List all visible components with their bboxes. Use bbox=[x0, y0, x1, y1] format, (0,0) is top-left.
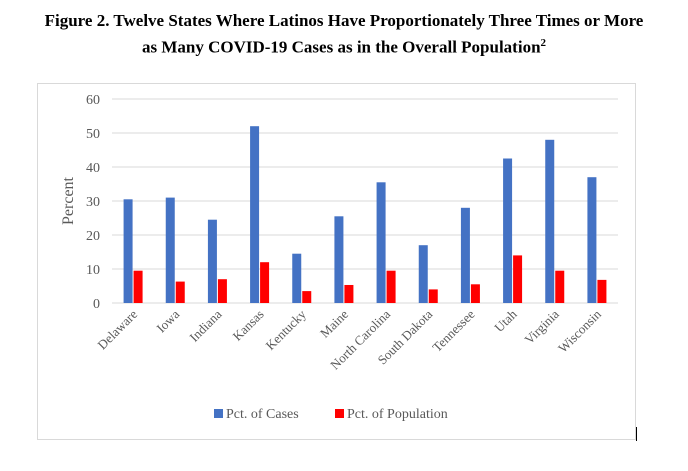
y-tick-label: 60 bbox=[86, 93, 100, 108]
chart-frame bbox=[37, 83, 636, 440]
bar-cases bbox=[123, 199, 133, 303]
x-tick-label: Kansas bbox=[230, 307, 267, 344]
bar-population bbox=[344, 284, 354, 303]
bar-cases bbox=[207, 219, 217, 303]
bar-cases bbox=[503, 158, 513, 303]
bar-cases bbox=[587, 177, 597, 303]
x-tick-label: Tennessee bbox=[429, 306, 477, 354]
edge-mark bbox=[636, 427, 637, 441]
x-tick-label: Maine bbox=[317, 306, 351, 340]
bar-cases bbox=[376, 182, 386, 303]
bar-population bbox=[470, 284, 480, 303]
bar-population bbox=[597, 279, 607, 303]
y-tick-label: 10 bbox=[86, 263, 100, 278]
figure-title-line-1: Figure 2. Twelve States Where Latinos Ha… bbox=[44, 11, 644, 30]
y-axis-title: Percent bbox=[60, 176, 77, 225]
figure-title-line-2: as Many COVID-19 Cases as in the Overall… bbox=[0, 32, 688, 59]
footnote-marker: 2 bbox=[540, 37, 547, 49]
bar-population bbox=[555, 270, 565, 303]
bar-cases bbox=[545, 139, 555, 303]
bar-population bbox=[302, 291, 312, 303]
legend-swatch bbox=[214, 409, 223, 418]
x-tick-label: Virginia bbox=[521, 306, 562, 347]
bar-cases bbox=[460, 207, 470, 303]
bar-cases bbox=[334, 216, 344, 303]
x-tick-label: Delaware bbox=[94, 306, 140, 352]
x-tick-label: Utah bbox=[491, 306, 520, 335]
bar-population bbox=[260, 262, 270, 303]
x-tick-label: Indiana bbox=[186, 306, 224, 344]
figure-title-line-2-text: as Many COVID-19 Cases as in the Overall… bbox=[141, 37, 541, 57]
y-tick-label: 40 bbox=[86, 161, 100, 176]
y-tick-labels: 0 10 20 30 40 50 60 bbox=[86, 93, 100, 312]
bar-population bbox=[217, 279, 227, 303]
y-tick-label: 0 bbox=[93, 297, 100, 312]
legend: Pct. of Cases Pct. of Population bbox=[214, 407, 448, 422]
y-tick-label: 20 bbox=[86, 229, 100, 244]
legend-label: Pct. of Population bbox=[347, 407, 448, 422]
bar-cases bbox=[165, 197, 175, 303]
x-tick-label: Kentucky bbox=[263, 306, 310, 353]
figure-title: Figure 2. Twelve States Where Latinos Ha… bbox=[0, 10, 688, 59]
x-tick-label: Iowa bbox=[153, 306, 182, 335]
bar-cases bbox=[418, 245, 428, 303]
y-tick-label: 30 bbox=[86, 195, 100, 210]
bar-population bbox=[428, 289, 438, 303]
bars bbox=[123, 126, 607, 303]
gridlines bbox=[112, 98, 618, 304]
legend-swatch bbox=[335, 409, 344, 418]
legend-label: Pct. of Cases bbox=[226, 407, 299, 422]
bar-population bbox=[513, 255, 523, 303]
y-tick-label: 50 bbox=[86, 127, 100, 142]
x-tick-label: Wisconsin bbox=[555, 306, 604, 355]
bar-cases bbox=[250, 126, 260, 303]
bar-cases bbox=[292, 253, 302, 303]
bar-population bbox=[133, 270, 143, 303]
bar-population bbox=[386, 270, 396, 303]
bar-population bbox=[175, 281, 185, 303]
